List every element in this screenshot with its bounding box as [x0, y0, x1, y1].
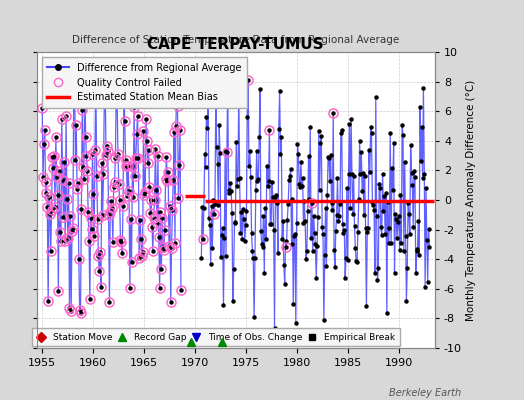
Title: CAPE TERPAY-TUMUS: CAPE TERPAY-TUMUS [147, 37, 324, 52]
Text: Berkeley Earth: Berkeley Earth [389, 388, 461, 398]
Y-axis label: Monthly Temperature Anomaly Difference (°C): Monthly Temperature Anomaly Difference (… [466, 79, 476, 321]
Text: Difference of Station Temperature Data from Regional Average: Difference of Station Temperature Data f… [72, 35, 399, 45]
Legend: Station Move, Record Gap, Time of Obs. Change, Empirical Break: Station Move, Record Gap, Time of Obs. C… [32, 328, 400, 346]
